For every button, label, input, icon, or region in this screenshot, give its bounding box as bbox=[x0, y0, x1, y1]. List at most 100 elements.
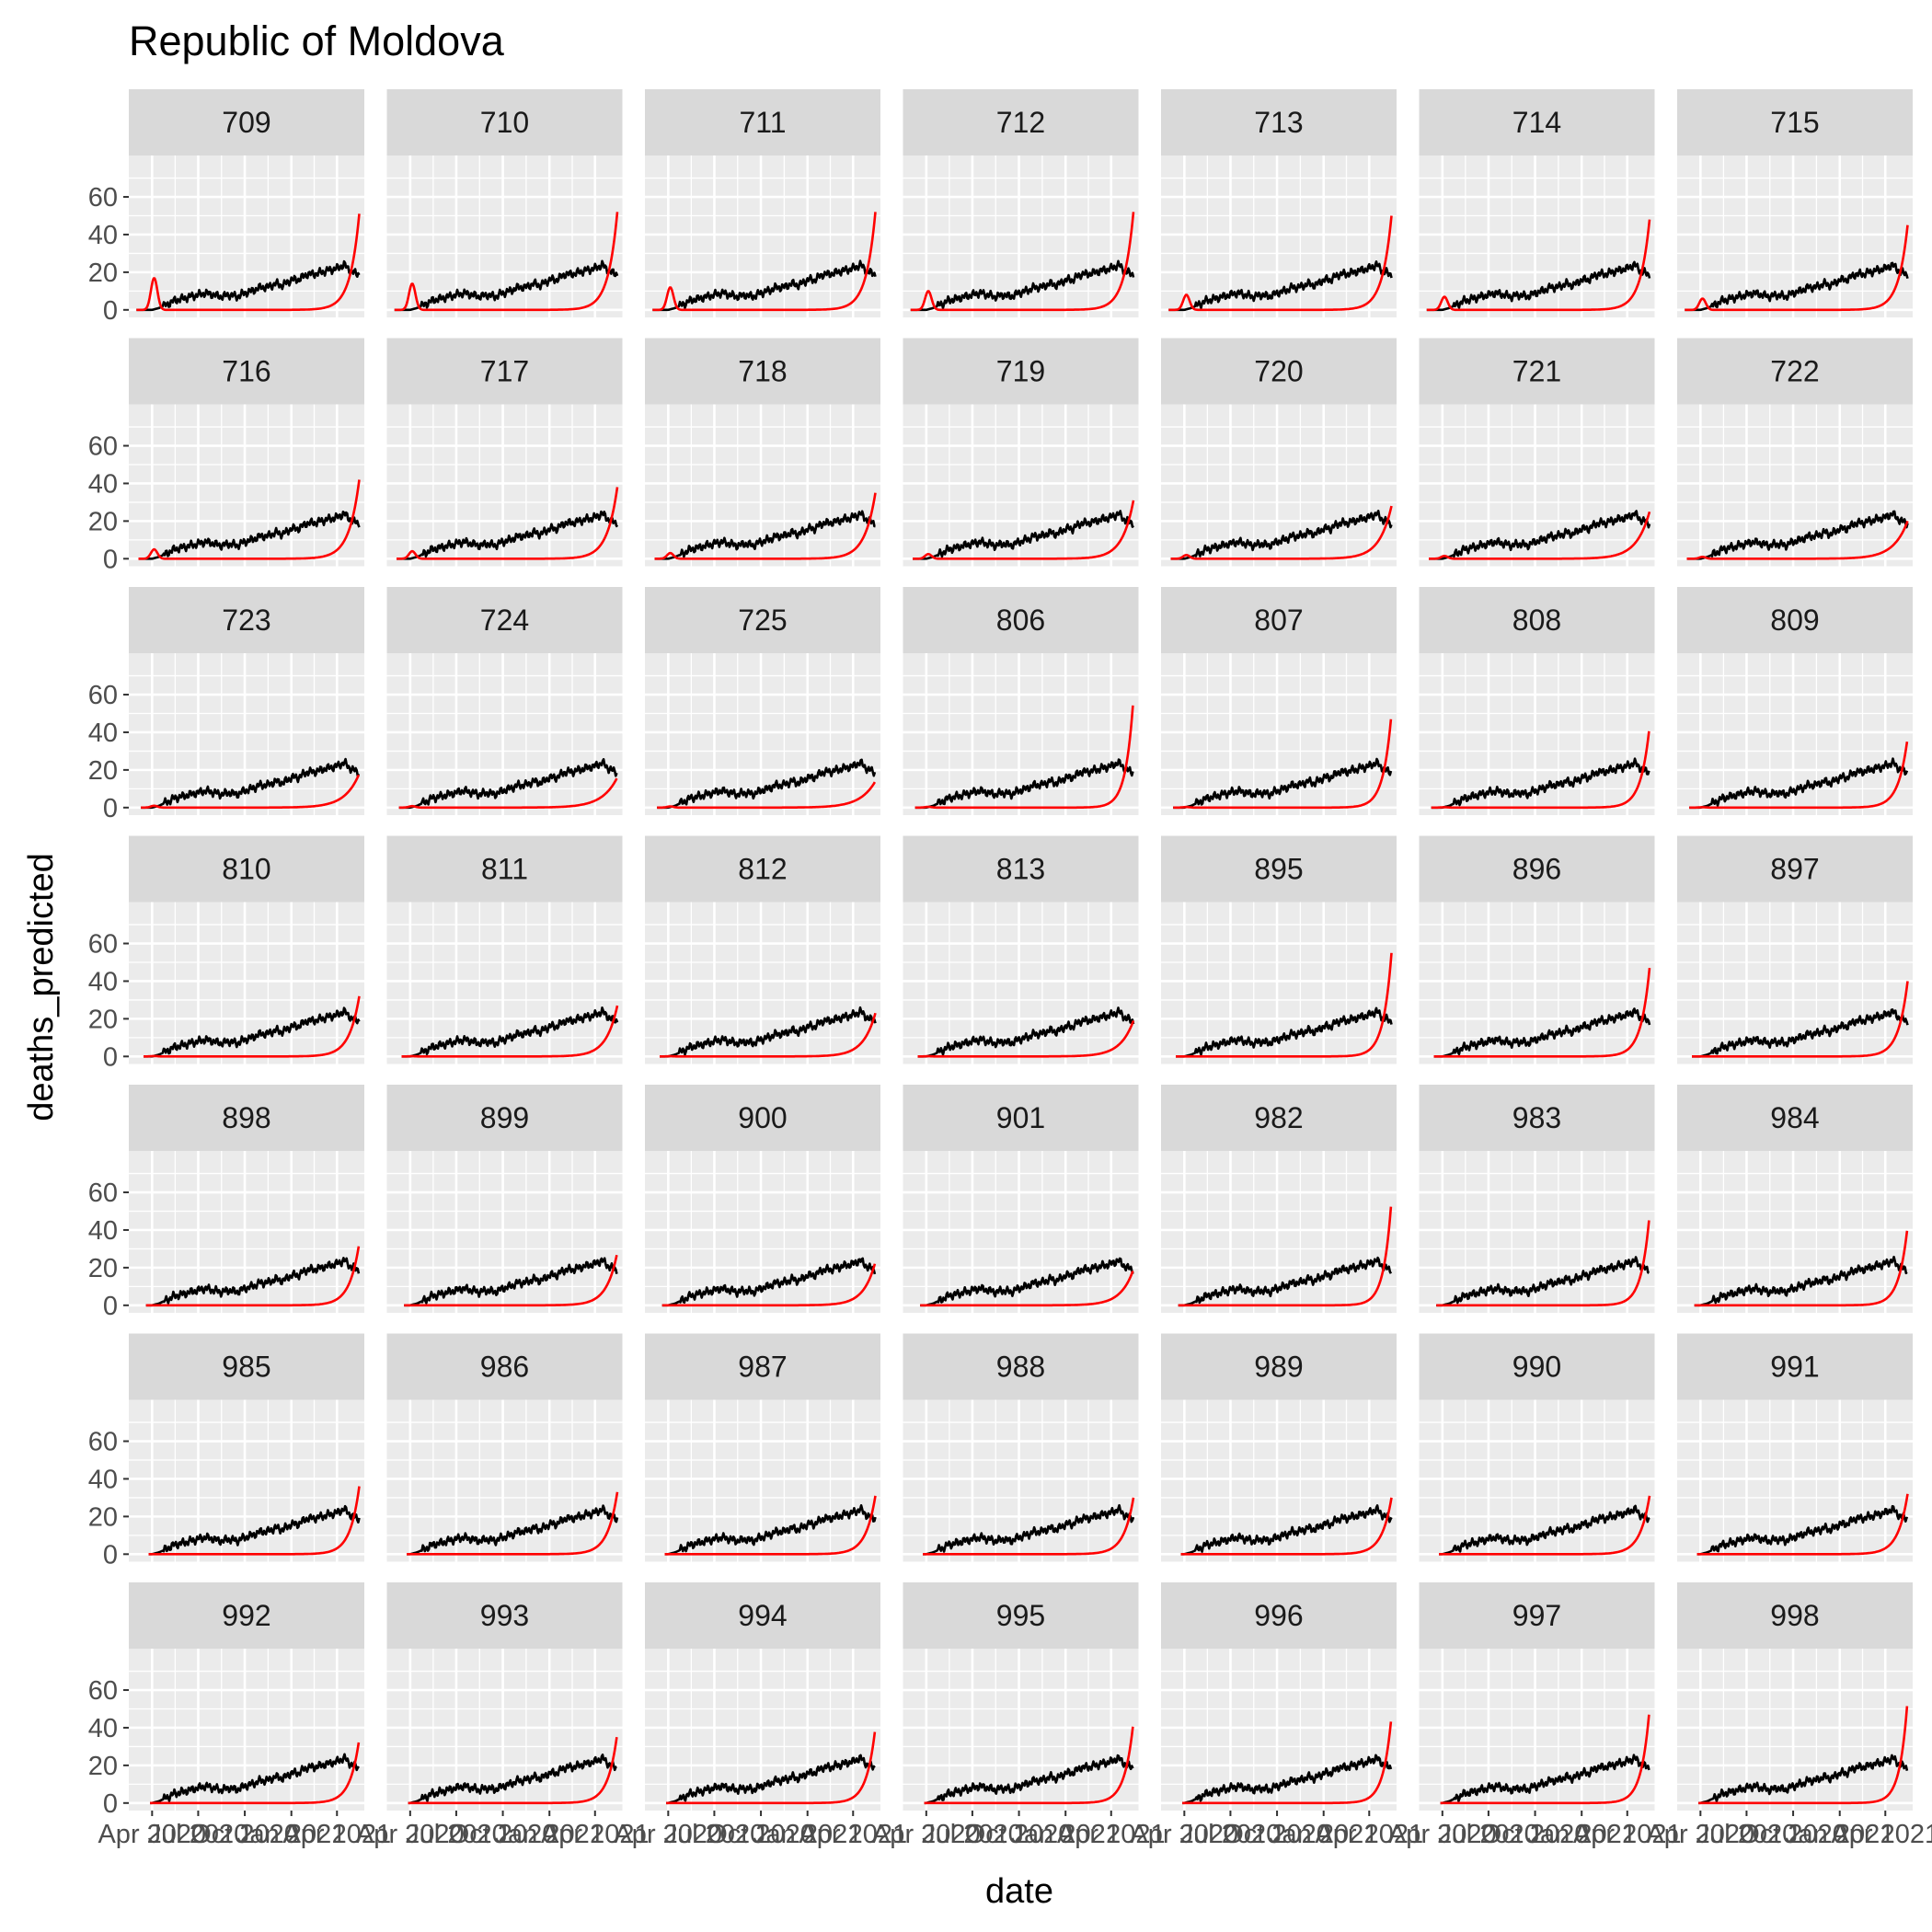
facet-strip bbox=[129, 89, 364, 155]
x-tick-label: Apr 2020 bbox=[614, 1820, 722, 1849]
predicted-deaths-line bbox=[1173, 719, 1393, 810]
panel-background bbox=[645, 902, 880, 1064]
observed-deaths-line bbox=[404, 1257, 618, 1307]
y-axis-title: deaths_predicted bbox=[22, 853, 61, 1121]
facet-strip bbox=[903, 89, 1139, 155]
facet-strip-label: 812 bbox=[738, 853, 787, 886]
facet-panel-720: 720 bbox=[1161, 338, 1397, 567]
observed-deaths-line bbox=[141, 757, 361, 810]
observed-deaths-line bbox=[1426, 260, 1651, 312]
facet-strip bbox=[645, 89, 880, 155]
observed-deaths-line bbox=[1173, 757, 1393, 810]
facet-panel-721: 721 bbox=[1419, 338, 1655, 567]
predicted-deaths-line bbox=[1180, 1497, 1393, 1556]
facet-strip bbox=[903, 1333, 1139, 1400]
facet-strip bbox=[129, 835, 364, 903]
facet-strip bbox=[386, 587, 623, 653]
y-tick-label: 0 bbox=[103, 545, 118, 574]
x-tick-label: Apr 2021 bbox=[1315, 1820, 1423, 1849]
panel-background bbox=[129, 902, 364, 1064]
facet-panel-723: 723 0 20 40 60 bbox=[88, 587, 364, 823]
facet-strip-label: 717 bbox=[480, 355, 529, 388]
observed-deaths-line bbox=[1697, 1754, 1909, 1805]
facet-strip-label: 808 bbox=[1512, 604, 1561, 637]
panel-background bbox=[129, 1399, 364, 1562]
facet-panel-711: 711 bbox=[645, 89, 880, 317]
facet-panel-898: 898 0 20 40 60 bbox=[88, 1085, 364, 1321]
predicted-deaths-line bbox=[404, 1254, 618, 1307]
facet-strip-label: 898 bbox=[222, 1101, 270, 1134]
panel-background bbox=[1161, 1649, 1397, 1811]
predicted-deaths-line bbox=[924, 1726, 1134, 1805]
y-tick-label: 60 bbox=[88, 681, 118, 710]
y-tick-label: 0 bbox=[103, 794, 118, 823]
facet-strip-label: 983 bbox=[1512, 1101, 1561, 1134]
panel-background bbox=[1677, 902, 1913, 1064]
panel-background bbox=[903, 1399, 1139, 1562]
facet-strip bbox=[903, 338, 1139, 405]
observed-deaths-line bbox=[1686, 510, 1909, 560]
facet-strip bbox=[1419, 587, 1655, 653]
panel-background bbox=[1677, 1399, 1913, 1562]
predicted-deaths-line bbox=[143, 995, 361, 1058]
panel-background bbox=[903, 902, 1139, 1064]
facet-strip bbox=[129, 587, 364, 653]
x-tick-label: Oct 2020 bbox=[190, 1820, 299, 1849]
predicted-deaths-line bbox=[401, 1005, 619, 1058]
y-tick-label: 0 bbox=[103, 1540, 118, 1570]
predicted-deaths-line bbox=[665, 1731, 877, 1805]
facet-panel-901: 901 bbox=[903, 1085, 1139, 1313]
facet-panel-985: 985 0 20 40 60 bbox=[88, 1333, 364, 1570]
facet-strip bbox=[903, 1085, 1139, 1151]
predicted-deaths-line bbox=[145, 1246, 361, 1307]
x-tick-label: Apr 2021 bbox=[1831, 1820, 1932, 1849]
facet-strip bbox=[1677, 587, 1913, 653]
panel-background bbox=[386, 902, 623, 1064]
predicted-deaths-line bbox=[1440, 1714, 1650, 1805]
facet-panel-810: 810 0 20 40 60 bbox=[88, 835, 364, 1072]
facet-strip bbox=[1161, 587, 1397, 653]
panel-background bbox=[903, 1649, 1139, 1811]
y-tick-label: 0 bbox=[103, 296, 118, 326]
facet-strip bbox=[645, 1085, 880, 1151]
facet-strip bbox=[645, 587, 880, 653]
panel-background bbox=[1419, 1649, 1655, 1811]
facet-strip-label: 713 bbox=[1254, 106, 1303, 139]
facet-strip-label: 715 bbox=[1770, 106, 1819, 139]
facet-panel-718: 718 bbox=[645, 338, 880, 567]
facet-strip-label: 986 bbox=[480, 1351, 529, 1384]
facet-strip-label: 810 bbox=[222, 853, 270, 886]
facet-panel-812: 812 bbox=[645, 835, 880, 1064]
facet-strip-label: 900 bbox=[738, 1101, 787, 1134]
panel-background bbox=[1677, 1649, 1913, 1811]
y-tick-label: 60 bbox=[88, 1179, 118, 1208]
facet-strip-label: 896 bbox=[1512, 853, 1561, 886]
y-tick-label: 20 bbox=[88, 1005, 118, 1034]
facet-panel-722: 722 bbox=[1677, 338, 1913, 567]
facet-strip bbox=[1161, 89, 1397, 155]
facet-strip bbox=[645, 1333, 880, 1400]
x-tick-label: Jul 2020 bbox=[922, 1820, 1023, 1849]
predicted-deaths-line bbox=[149, 1742, 361, 1805]
facet-panel-725: 725 bbox=[645, 587, 880, 815]
facet-strip bbox=[1677, 89, 1913, 155]
panel-background bbox=[645, 404, 880, 567]
panel-background bbox=[1161, 155, 1397, 317]
predicted-deaths-line bbox=[398, 777, 618, 810]
facet-strip-label: 989 bbox=[1254, 1351, 1303, 1384]
panel-background bbox=[1161, 1151, 1397, 1313]
facet-panel-897: 897 bbox=[1677, 835, 1913, 1064]
observed-deaths-line bbox=[1181, 1754, 1393, 1805]
x-tick-label: Apr 2021 bbox=[282, 1820, 391, 1849]
observed-deaths-line bbox=[1180, 1504, 1393, 1556]
facet-strip-label: 998 bbox=[1770, 1599, 1819, 1632]
facet-strip bbox=[129, 1333, 364, 1400]
facet-strip bbox=[645, 835, 880, 903]
panel-background bbox=[645, 1649, 880, 1811]
y-tick-label: 40 bbox=[88, 719, 118, 748]
facet-panel-715: 715 bbox=[1677, 89, 1913, 317]
panel-background bbox=[903, 653, 1139, 815]
